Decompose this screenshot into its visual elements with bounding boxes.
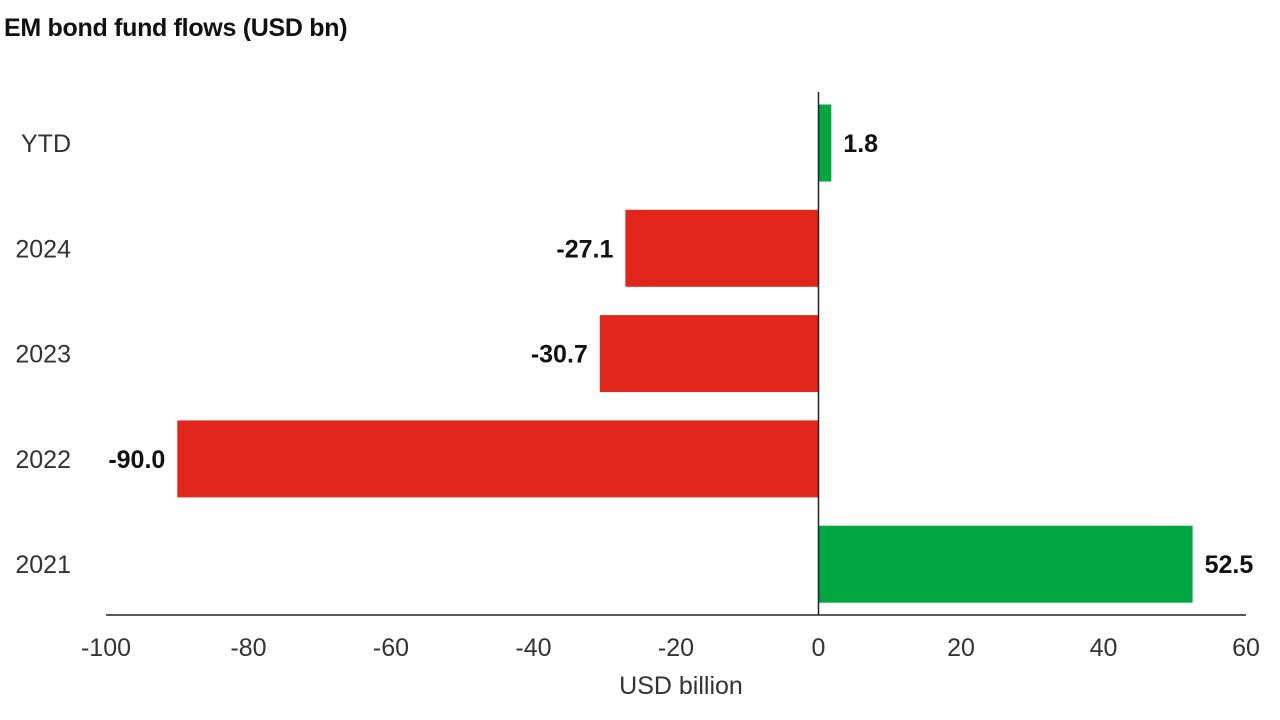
category-label-2021: 2021	[15, 551, 71, 579]
x-tick-label: -40	[515, 634, 551, 662]
category-label-2023: 2023	[15, 341, 71, 369]
bars-layer	[177, 104, 1193, 603]
axes-layer: -100 -80 -60 -40 -20 0 20 40 60	[81, 92, 1260, 662]
bar-2023	[599, 315, 819, 393]
category-label-2024: 2024	[15, 235, 71, 263]
bar-2024	[625, 209, 819, 287]
category-label-2022: 2022	[15, 446, 71, 474]
bar-ytd	[818, 104, 832, 182]
value-label-2024: -27.1	[556, 235, 613, 263]
value-label-ytd: 1.8	[843, 130, 878, 158]
value-label-2022: -90.0	[108, 446, 165, 474]
bar-2021	[818, 525, 1193, 603]
bar-2022	[177, 420, 819, 498]
x-tick-label: -100	[81, 634, 131, 662]
x-tick-label: 60	[1232, 634, 1260, 662]
category-label-ytd: YTD	[21, 130, 71, 158]
value-label-2023: -30.7	[531, 341, 588, 369]
x-axis-title: USD billion	[619, 672, 743, 700]
x-tick-label: 40	[1090, 634, 1118, 662]
x-tick-label: -60	[373, 634, 409, 662]
chart-title: EM bond fund flows (USD bn)	[4, 14, 348, 42]
x-tick-label: -20	[658, 634, 694, 662]
labels-layer: YTD 1.8 2024 -27.1 2023 -30.7 2022 -90.0 2021 52.…	[15, 130, 1253, 579]
x-tick-label: -80	[230, 634, 266, 662]
x-tick-label: 20	[947, 634, 975, 662]
value-label-2021: 52.5	[1205, 551, 1254, 579]
x-tick-label: 0	[812, 634, 826, 662]
